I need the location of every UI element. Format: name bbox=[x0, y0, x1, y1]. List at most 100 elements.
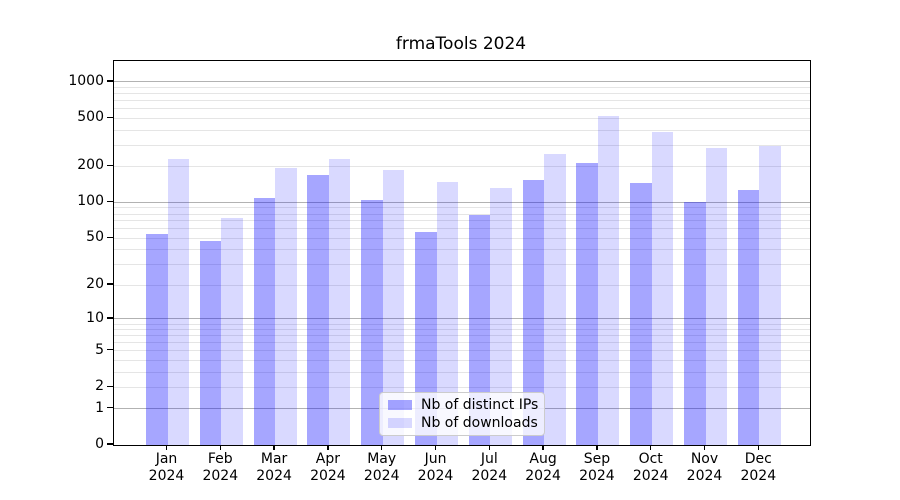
x-tick-label: Dec 2024 bbox=[740, 451, 777, 484]
x-tick bbox=[219, 445, 221, 451]
y-tick-label: 20 bbox=[86, 276, 104, 292]
bar-downloads-sep bbox=[597, 116, 620, 445]
bar-downloads-oct bbox=[651, 132, 674, 445]
bar-downloads-may bbox=[382, 170, 405, 445]
x-tick-label: Apr 2024 bbox=[310, 451, 346, 484]
minor-gridline bbox=[114, 335, 810, 337]
bar-downloads-jan bbox=[167, 158, 189, 445]
x-tick-label: May 2024 bbox=[363, 451, 400, 484]
y-tick-label: 100 bbox=[77, 193, 104, 210]
minor-gridline bbox=[114, 284, 810, 286]
y-tick bbox=[107, 443, 113, 445]
legend: Nb of distinct IPs Nb of downloads bbox=[379, 392, 545, 436]
minor-gridline bbox=[114, 100, 810, 102]
bar-downloads-mar bbox=[275, 167, 297, 445]
bar-downloads-aug bbox=[544, 153, 566, 445]
y-tick bbox=[107, 385, 113, 387]
x-tick bbox=[757, 445, 759, 451]
x-tick-label: Jan 2024 bbox=[148, 451, 185, 484]
x-tick-label: Sep 2024 bbox=[579, 451, 615, 484]
minor-gridline bbox=[114, 323, 810, 325]
bar-distinct-ips-oct bbox=[630, 183, 652, 445]
y-tick bbox=[107, 349, 113, 351]
y-tick bbox=[107, 236, 113, 239]
x-tick bbox=[650, 445, 652, 451]
x-tick-label: Mar 2024 bbox=[256, 451, 292, 484]
minor-gridline bbox=[114, 249, 810, 251]
bar-distinct-ips-feb bbox=[199, 240, 222, 445]
x-tick bbox=[273, 445, 275, 451]
y-tick bbox=[107, 200, 113, 203]
bar-distinct-ips-apr bbox=[307, 174, 329, 445]
x-tick-label: Nov 2024 bbox=[686, 451, 723, 484]
x-tick-label: Jun 2024 bbox=[417, 451, 454, 484]
y-tick-label: 0 bbox=[95, 436, 104, 452]
minor-gridline bbox=[114, 329, 810, 331]
minor-gridline bbox=[114, 342, 810, 344]
bar-distinct-ips-dec bbox=[737, 190, 760, 445]
bar-downloads-jul bbox=[490, 187, 512, 445]
minor-gridline bbox=[114, 237, 810, 239]
legend-label-downloads: Nb of downloads bbox=[421, 415, 538, 431]
bar-distinct-ips-aug bbox=[522, 179, 545, 445]
x-tick bbox=[381, 445, 383, 451]
chart-title: frmaTools 2024 bbox=[395, 34, 527, 54]
y-tick-label: 200 bbox=[77, 157, 104, 174]
minor-gridline bbox=[114, 165, 810, 167]
x-tick bbox=[434, 445, 437, 451]
minor-gridline bbox=[114, 350, 810, 352]
bar-distinct-ips-jun bbox=[415, 231, 437, 445]
bar-distinct-ips-may bbox=[361, 200, 383, 445]
y-tick-label: 500 bbox=[77, 109, 104, 126]
x-tick bbox=[596, 445, 598, 451]
y-tick bbox=[107, 164, 113, 166]
legend-swatch-distinct-ips bbox=[388, 400, 412, 410]
minor-gridline bbox=[114, 371, 810, 373]
bar-distinct-ips-sep bbox=[576, 162, 598, 445]
y-tick bbox=[107, 116, 113, 118]
bar-distinct-ips-mar bbox=[253, 197, 276, 445]
legend-label-distinct-ips: Nb of distinct IPs bbox=[421, 397, 539, 413]
minor-gridline bbox=[114, 213, 810, 215]
minor-gridline bbox=[114, 144, 810, 146]
x-tick-label: Feb 2024 bbox=[202, 451, 239, 484]
legend-swatch-downloads bbox=[388, 418, 412, 428]
x-tick bbox=[703, 445, 706, 451]
x-tick-label: Jul 2024 bbox=[471, 451, 508, 484]
minor-gridline bbox=[114, 117, 810, 119]
y-tick bbox=[107, 317, 113, 319]
minor-gridline bbox=[114, 93, 810, 95]
bar-downloads-feb bbox=[221, 218, 243, 445]
bar-downloads-dec bbox=[759, 146, 781, 445]
minor-gridline bbox=[114, 228, 810, 230]
minor-gridline bbox=[114, 359, 810, 361]
y-tick bbox=[107, 80, 113, 82]
y-tick bbox=[107, 283, 113, 285]
y-tick-label: 5 bbox=[95, 341, 104, 358]
legend-row-distinct-ips: Nb of distinct IPs bbox=[388, 397, 539, 413]
major-gridline bbox=[114, 201, 810, 203]
y-tick-label: 1000 bbox=[68, 72, 104, 89]
x-tick-label: Aug 2024 bbox=[525, 451, 561, 484]
legend-row-downloads: Nb of downloads bbox=[388, 415, 538, 431]
bar-downloads-apr bbox=[328, 158, 351, 445]
bar-downloads-jun bbox=[436, 182, 458, 445]
major-gridline bbox=[114, 318, 810, 320]
y-tick-label: 50 bbox=[86, 229, 104, 246]
minor-gridline bbox=[114, 264, 810, 266]
minor-gridline bbox=[114, 207, 810, 209]
x-tick bbox=[165, 445, 168, 451]
bar-distinct-ips-jul bbox=[468, 215, 491, 445]
x-tick bbox=[488, 445, 490, 451]
minor-gridline bbox=[114, 386, 810, 388]
minor-gridline bbox=[114, 129, 810, 131]
x-tick bbox=[542, 445, 544, 451]
y-tick bbox=[107, 406, 113, 409]
bar-distinct-ips-nov bbox=[684, 202, 706, 445]
minor-gridline bbox=[114, 220, 810, 222]
x-tick-label: Oct 2024 bbox=[632, 451, 669, 484]
major-gridline bbox=[114, 81, 810, 83]
x-tick bbox=[327, 445, 329, 451]
y-tick-label: 10 bbox=[86, 309, 104, 326]
